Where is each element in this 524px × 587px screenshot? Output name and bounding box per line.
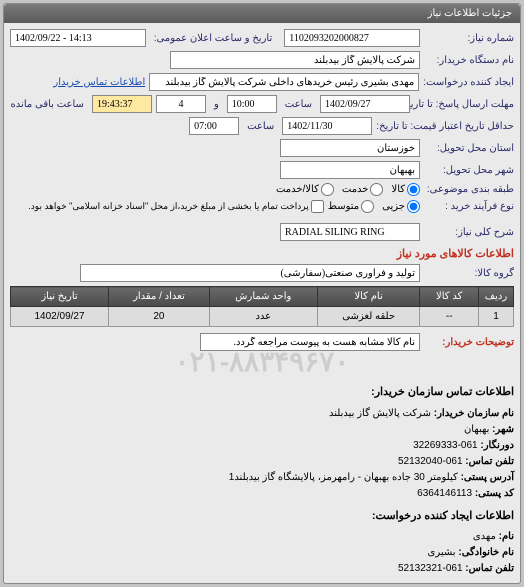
and-label: و bbox=[214, 99, 219, 110]
creator-input[interactable] bbox=[149, 73, 419, 91]
fax-label: تلفن تماس: bbox=[465, 456, 514, 467]
cell-date: 1402/09/27 bbox=[11, 307, 109, 327]
cphone-label: تلفن تماس: bbox=[465, 563, 514, 574]
cell-unit: عدد bbox=[209, 307, 317, 327]
cphone-value: 061-52132321 bbox=[398, 563, 463, 574]
panel-title: جزئیات اطلاعات نیاز bbox=[4, 4, 520, 23]
treasury-checkbox[interactable] bbox=[311, 200, 324, 213]
classify-radio-group: کالا خدمت کالا/خدمت bbox=[276, 183, 420, 196]
cname-value: مهدی bbox=[473, 531, 496, 542]
process-label: نوع فرآیند خرید : bbox=[424, 201, 514, 212]
switch-value: 061-32269333 bbox=[413, 440, 478, 451]
validity-date-input[interactable] bbox=[282, 117, 372, 135]
remain-time-input bbox=[92, 95, 152, 113]
creator-title: اطلاعات ایجاد کننده درخواست: bbox=[10, 508, 514, 526]
th-name: نام کالا bbox=[317, 287, 420, 307]
ccity-value: بهبهان bbox=[464, 424, 489, 435]
city-label: شهر محل تحویل: bbox=[424, 165, 514, 176]
buyer-org-input[interactable] bbox=[170, 51, 420, 69]
address-value: کیلومتر 30 جاده بهبهان - رامهرمز، پالایش… bbox=[229, 472, 458, 483]
buyer-notes-label: توضیحات خریدار: bbox=[424, 337, 514, 348]
buyer-notes-input[interactable] bbox=[200, 333, 420, 351]
items-table: ردیف کد کالا نام کالا واحد شمارش تعداد /… bbox=[10, 286, 514, 327]
radio-jozi[interactable]: جزیی bbox=[382, 200, 420, 213]
classify-label: طبقه بندی موضوعی: bbox=[424, 184, 514, 195]
validity-label: حداقل تاریخ اعتبار قیمت: تا تاریخ: bbox=[376, 121, 514, 132]
days-remain-input[interactable] bbox=[156, 95, 206, 113]
row-classify: طبقه بندی موضوعی: کالا خدمت کالا/خدمت bbox=[10, 183, 514, 196]
radio-kala[interactable]: کالا bbox=[391, 183, 420, 196]
province-label: استان محل تحویل: bbox=[424, 143, 514, 154]
deadline-date-input[interactable] bbox=[320, 95, 410, 113]
ccity-label: شهر: bbox=[492, 424, 514, 435]
fax-value: 061-52132040 bbox=[398, 456, 463, 467]
radio-kala-khadamat[interactable]: کالا/خدمت bbox=[276, 183, 334, 196]
time-label-1: ساعت bbox=[285, 99, 312, 110]
clname-value: بشیری bbox=[428, 547, 456, 558]
row-buyer-notes: توضیحات خریدار: bbox=[10, 333, 514, 351]
process-radio-group: جزیی متوسط bbox=[328, 200, 420, 213]
postal-value: 6364146113 bbox=[417, 488, 472, 499]
row-city: شهر محل تحویل: bbox=[10, 161, 514, 179]
cell-name: حلقه لغزشی bbox=[317, 307, 420, 327]
validity-time-input[interactable] bbox=[189, 117, 239, 135]
items-section-title: اطلاعات کالاهای مورد نیاز bbox=[10, 247, 514, 260]
th-row: ردیف bbox=[479, 287, 514, 307]
need-no-label: شماره نیاز: bbox=[424, 33, 514, 44]
table-header-row: ردیف کد کالا نام کالا واحد شمارش تعداد /… bbox=[11, 287, 514, 307]
contact-title: اطلاعات تماس سازمان خریدار: bbox=[10, 384, 514, 402]
buyer-contact-link[interactable]: اطلاعات تماس خریدار bbox=[53, 77, 145, 88]
radio-kala-khadamat-input[interactable] bbox=[321, 183, 334, 196]
th-code: کد کالا bbox=[420, 287, 479, 307]
row-deadline: مهلت ارسال پاسخ: تا تاریخ: ساعت و ساعت ب… bbox=[10, 95, 514, 113]
cell-code: -- bbox=[420, 307, 479, 327]
address-label: آدرس پستی: bbox=[461, 472, 514, 483]
city-input[interactable] bbox=[280, 161, 420, 179]
row-desc: شرح کلی نیاز: bbox=[10, 223, 514, 241]
row-group: گروه کالا: bbox=[10, 264, 514, 282]
cell-qty: 20 bbox=[109, 307, 210, 327]
clname-label: نام خانوادگی: bbox=[458, 547, 514, 558]
row-need-number: شماره نیاز: تاریخ و ساعت اعلان عمومی: bbox=[10, 29, 514, 47]
deadline-time-input[interactable] bbox=[227, 95, 277, 113]
treasury-check[interactable]: پرداخت تمام یا بخشی از مبلغ خرید،از محل … bbox=[28, 200, 323, 213]
th-date: تاریخ نیاز bbox=[11, 287, 109, 307]
buyer-org-label: نام دستگاه خریدار: bbox=[424, 55, 514, 66]
radio-motevaset-input[interactable] bbox=[361, 200, 374, 213]
details-panel: جزئیات اطلاعات نیاز شماره نیاز: تاریخ و … bbox=[3, 3, 521, 584]
time-label-2: ساعت bbox=[247, 121, 274, 132]
th-unit: واحد شمارش bbox=[209, 287, 317, 307]
cname-label: نام: bbox=[499, 531, 514, 542]
announce-input[interactable] bbox=[10, 29, 146, 47]
cell-row: 1 bbox=[479, 307, 514, 327]
org-value: شرکت پالایش گاز بیدبلند bbox=[329, 408, 431, 419]
announce-label: تاریخ و ساعت اعلان عمومی: bbox=[154, 33, 273, 44]
province-input[interactable] bbox=[280, 139, 420, 157]
org-label: نام سازمان خریدار: bbox=[434, 408, 514, 419]
desc-label: شرح کلی نیاز: bbox=[424, 227, 514, 238]
deadline-label: مهلت ارسال پاسخ: تا تاریخ: bbox=[414, 99, 514, 110]
radio-khadamat-input[interactable] bbox=[370, 183, 383, 196]
radio-khadamat[interactable]: خدمت bbox=[342, 183, 384, 196]
radio-motevaset[interactable]: متوسط bbox=[328, 200, 374, 213]
contact-block: اطلاعات تماس سازمان خریدار: نام سازمان خ… bbox=[10, 384, 514, 577]
desc-input[interactable] bbox=[280, 223, 420, 241]
radio-jozi-input[interactable] bbox=[407, 200, 420, 213]
need-no-input[interactable] bbox=[284, 29, 420, 47]
radio-kala-input[interactable] bbox=[407, 183, 420, 196]
creator-label: ایجاد کننده درخواست: bbox=[423, 77, 514, 88]
switch-label: دورنگار: bbox=[480, 440, 514, 451]
group-input[interactable] bbox=[80, 264, 420, 282]
row-process: نوع فرآیند خرید : جزیی متوسط پرداخت تمام… bbox=[10, 200, 514, 213]
row-province: استان محل تحویل: bbox=[10, 139, 514, 157]
remain-label: ساعت باقی مانده bbox=[11, 99, 84, 110]
group-label: گروه کالا: bbox=[424, 268, 514, 279]
row-buyer-org: نام دستگاه خریدار: bbox=[10, 51, 514, 69]
row-validity: حداقل تاریخ اعتبار قیمت: تا تاریخ: ساعت bbox=[10, 117, 514, 135]
row-creator: ایجاد کننده درخواست: اطلاعات تماس خریدار bbox=[10, 73, 514, 91]
th-qty: تعداد / مقدار bbox=[109, 287, 210, 307]
table-row[interactable]: 1--حلقه لغزشیعدد201402/09/27 bbox=[11, 307, 514, 327]
panel-body: شماره نیاز: تاریخ و ساعت اعلان عمومی: نا… bbox=[4, 23, 520, 583]
postal-label: کد پستی: bbox=[475, 488, 514, 499]
